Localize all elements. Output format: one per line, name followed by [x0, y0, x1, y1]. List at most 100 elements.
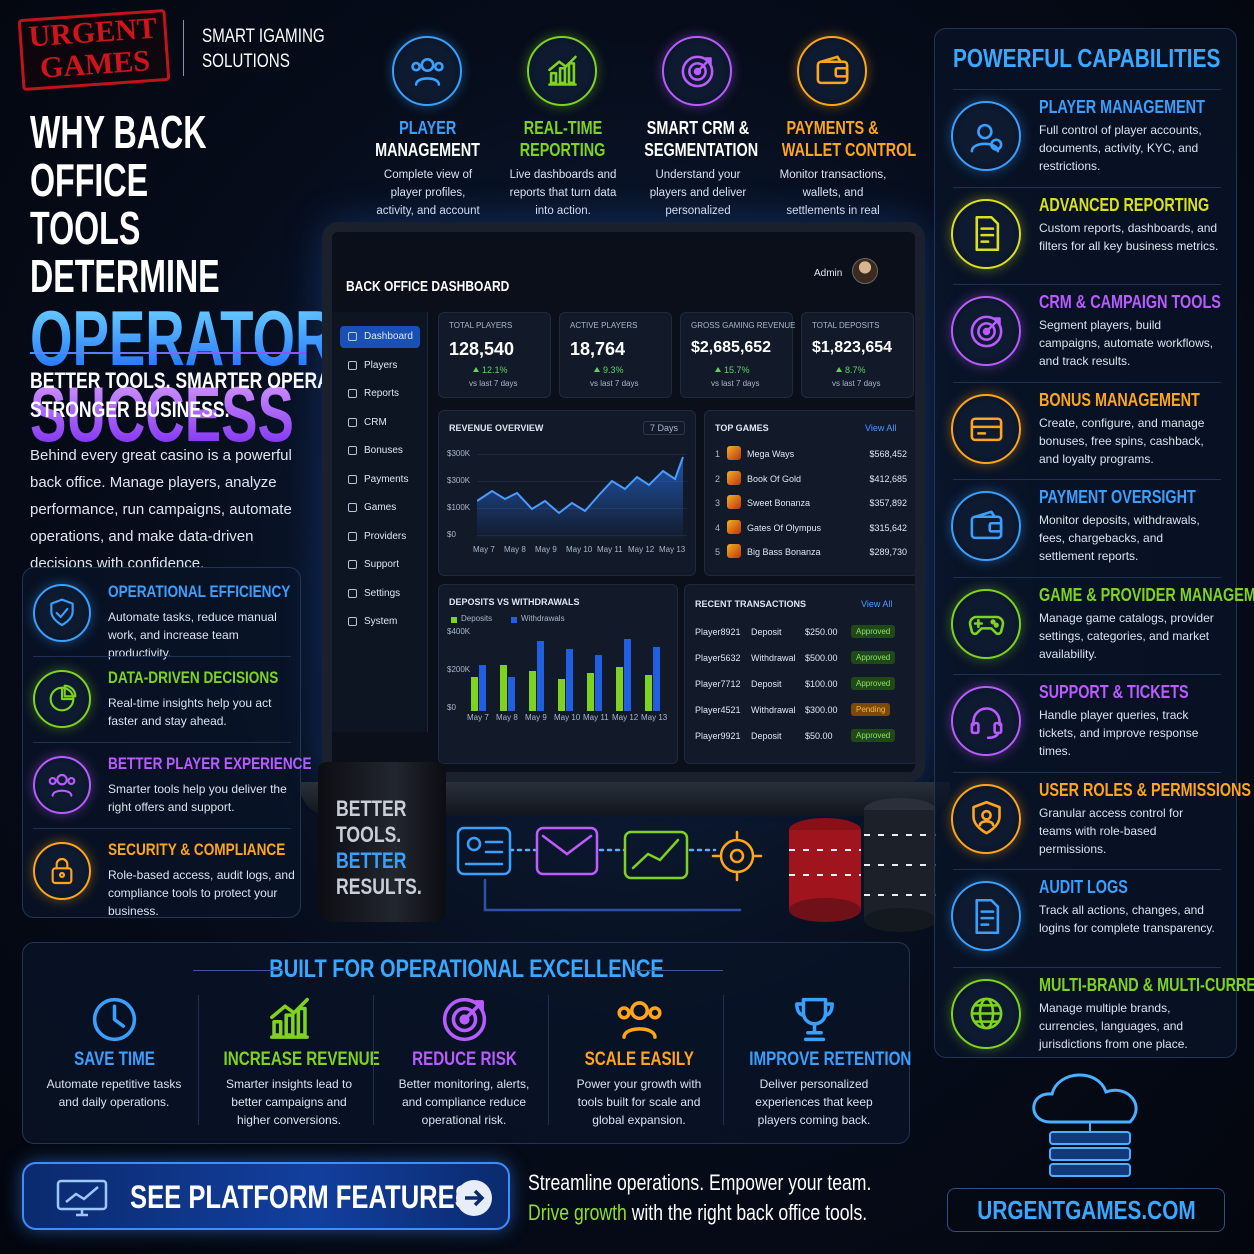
y-label: $0: [447, 703, 456, 712]
nav-item[interactable]: Reports: [340, 383, 420, 405]
icon: [33, 670, 91, 728]
dash-header: BACK OFFICE DASHBOARD: [346, 278, 550, 295]
capability-title: SUPPORT & TICKETS: [1039, 682, 1189, 702]
game-name: Big Bass Bonanza: [747, 547, 821, 557]
nav-icon: [348, 389, 357, 398]
capabilities-title-wrap: POWERFUL CAPABILITIES: [953, 43, 1254, 74]
x-label: May 12: [612, 713, 639, 722]
capability-text: Track all actions, changes, and logins f…: [1039, 903, 1215, 935]
capability-text: Handle player queries, track tickets, an…: [1039, 708, 1199, 758]
icon: [951, 296, 1021, 366]
revenue-panel: REVENUE OVERVIEW 7 Days $300K $300K $100K $0 M…: [438, 410, 696, 576]
game-name: Mega Ways: [747, 449, 795, 459]
benefit-text: Smarter tools help you deliver the right…: [108, 782, 287, 814]
title-rule: [633, 970, 723, 971]
nav-item[interactable]: Dashboard: [340, 326, 420, 348]
feature: REAL-TIME REPORTING Live dashboards and re…: [495, 36, 630, 221]
hero-rule: [30, 352, 306, 354]
kpi-note: vs last 7 days: [590, 379, 639, 388]
feature-title: MANAGEMENT: [375, 140, 480, 160]
hero-highlight: SUCCESS: [30, 375, 324, 453]
capability-title: BONUS MANAGEMENT: [1039, 389, 1200, 410]
capability-title-wrap: CRM & CAMPAIGN TOOLS: [1039, 292, 1254, 313]
separator: [953, 479, 1221, 480]
nav-item[interactable]: Bonuses: [340, 440, 420, 462]
kpi-change: 8.7%: [836, 365, 866, 375]
benefit-text: Real-time insights help you act faster a…: [108, 696, 272, 728]
nav-item[interactable]: Payments: [340, 469, 420, 491]
nav-icon: [348, 446, 357, 455]
nav-item[interactable]: Settings: [340, 583, 420, 605]
cta-button[interactable]: SEE PLATFORM FEATURES: [22, 1162, 510, 1230]
x-label: May 12: [628, 545, 655, 554]
nav-icon: [348, 474, 357, 484]
feature-title-line: REPORTING: [495, 140, 630, 161]
kpi-card: ACTIVE PLAYERS 18,764 9.3% vs last 7 days: [559, 312, 672, 398]
feature-title-line: WALLET CONTROL: [765, 140, 916, 161]
legend-swatch: [451, 617, 457, 623]
capability-title-wrap: MULTI-BRAND & MULTI-CURRENCY: [1039, 975, 1254, 996]
nav-item[interactable]: System: [340, 611, 420, 633]
feature-title: REPORTING: [519, 140, 606, 160]
dash-title: BACK OFFICE DASHBOARD: [346, 278, 510, 295]
excellence-item-title: SAVE TIME: [73, 1049, 155, 1070]
nav-icon: [348, 531, 357, 541]
view-all[interactable]: View All: [865, 423, 897, 433]
rank: 2: [715, 473, 721, 484]
excellence-item-text: Automate repetitive tasks and daily oper…: [46, 1077, 182, 1109]
x-label: May 13: [659, 545, 686, 554]
benefit-text: Automate tasks, reduce manual work, and …: [108, 610, 277, 660]
view-all[interactable]: View All: [861, 599, 893, 609]
kpi-card: TOTAL DEPOSITS $1,823,654 8.7% vs last 7 da…: [801, 312, 914, 398]
nav-item[interactable]: Providers: [340, 526, 420, 548]
rank: 4: [715, 522, 721, 533]
flows-bars: [469, 635, 674, 716]
capability-title: USER ROLES & PERMISSIONS: [1039, 779, 1252, 800]
kpi-label: TOTAL DEPOSITS: [812, 321, 880, 330]
benefit-title-wrap: SECURITY & COMPLIANCE: [108, 840, 330, 860]
kpi-card: GROSS GAMING REVENUE $2,685,652 15.7% vs la…: [680, 312, 796, 398]
subtitle-line: STRONGER BUSINESS.: [30, 397, 230, 422]
tx-type: Deposit: [751, 679, 782, 689]
tx-type: Withdrawal: [751, 705, 796, 715]
feature: SMART CRM & SEGMENTATION Understand your p…: [630, 36, 765, 235]
kpi-value: 128,540: [449, 339, 515, 359]
icon: [86, 991, 142, 1047]
game-revenue: $568,452: [869, 449, 907, 459]
nav-icon: [348, 617, 357, 626]
game-revenue: $357,892: [869, 498, 907, 508]
icon: [797, 36, 867, 106]
capability-text: Monitor deposits, withdrawals, fees, cha…: [1039, 513, 1200, 563]
game-name: Book Of Gold: [747, 473, 802, 484]
tagline-line: SMART IGAMING: [202, 26, 325, 47]
kpi-label: GROSS GAMING REVENUE: [691, 321, 796, 330]
tx-amount: $50.00: [805, 731, 833, 741]
top-games-panel: TOP GAMES View All 1 Mega Ways $568,452 2 Book…: [704, 410, 915, 576]
x-label: May 9: [525, 713, 547, 722]
panel-title: TOP GAMES: [715, 423, 769, 433]
capability-title-wrap: BONUS MANAGEMENT: [1039, 390, 1240, 411]
nav-item[interactable]: Support: [340, 554, 420, 576]
kpi-label: ACTIVE PLAYERS: [570, 321, 638, 330]
capability-text: Custom reports, dashboards, and filters …: [1039, 220, 1219, 253]
nav-item[interactable]: Games: [340, 497, 420, 519]
mug-line: RESULTS.: [336, 874, 422, 899]
tx-status: Approved: [851, 677, 896, 690]
x-label: May 7: [467, 713, 489, 722]
excellence-panel: BUILT FOR OPERATIONAL EXCELLENCE SAVE TIM…: [22, 942, 911, 1144]
capability-title: AUDIT LOGS: [1039, 877, 1128, 897]
game-name: Gates Of Olympus: [747, 522, 822, 533]
feature-title: REAL-TIME: [523, 118, 602, 138]
feature-title-line: SEGMENTATION: [630, 140, 765, 161]
x-label: May 13: [641, 713, 668, 722]
divider: [723, 995, 724, 1125]
nav-item[interactable]: CRM: [340, 412, 420, 434]
game-thumb: [727, 519, 741, 534]
icon: [951, 881, 1021, 951]
hero-title: WHY BACK OFFICE TOOLS DETERMINE OPERATOR…: [30, 108, 334, 453]
tx-player: Player8921: [695, 627, 741, 637]
nav-item[interactable]: Players: [340, 355, 420, 377]
cta-icon: [56, 1179, 108, 1217]
sidebar: Dashboard Players Reports CRM Bonuses Payment…: [332, 312, 428, 732]
